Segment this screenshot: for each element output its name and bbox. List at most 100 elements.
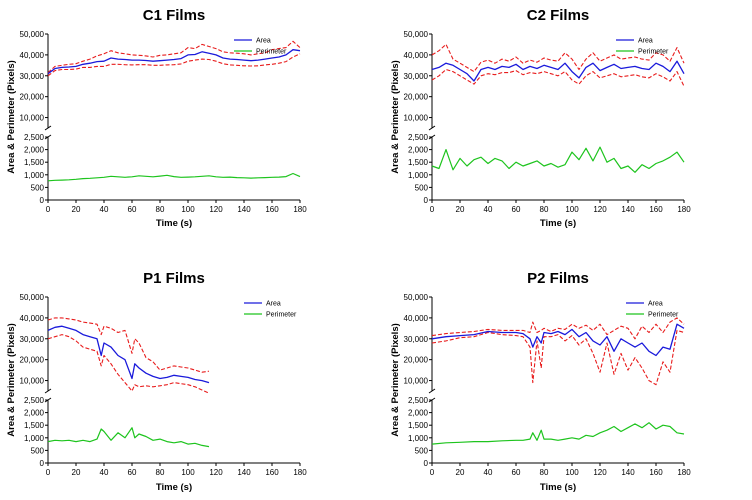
area-series-line: [431, 60, 685, 82]
x-tick-label: 120: [209, 468, 223, 477]
y-axis-label: Area & Perimeter (Pixels): [390, 323, 401, 437]
y-tick-label: 30,000: [20, 335, 45, 344]
chart-title: P1 Films: [143, 270, 205, 287]
y-tick-label: 500: [415, 183, 429, 192]
y-tick-label: 10,000: [404, 377, 429, 386]
x-tick-label: 80: [156, 205, 165, 214]
y-tick-label: 1,500: [408, 158, 429, 167]
y-tick-label: 1,000: [24, 434, 45, 443]
x-tick-label: 40: [484, 205, 493, 214]
y-tick-label: 1,500: [24, 158, 45, 167]
legend: Area Perimeter: [616, 38, 669, 56]
x-tick-label: 160: [265, 205, 279, 214]
x-axis-label: Time (s): [156, 482, 192, 493]
axis-break-mark: [428, 125, 436, 131]
chart-title: P2 Films: [527, 270, 589, 287]
y-tick-label: 2,000: [24, 146, 45, 155]
axis-break-mark: [44, 125, 52, 131]
y-tick-label: 40,000: [20, 51, 45, 60]
x-tick-label: 20: [456, 468, 465, 477]
x-tick-label: 0: [46, 205, 51, 214]
area-error-lower-line: [431, 329, 685, 386]
y-tick-label: 2,500: [408, 133, 429, 142]
y-tick-label: 2,000: [24, 409, 45, 418]
legend-label-area: Area: [638, 38, 653, 45]
y-tick-label: 30,000: [404, 72, 429, 81]
x-tick-label: 100: [181, 205, 195, 214]
legend-label-perimeter: Perimeter: [256, 49, 287, 56]
area-error-lower-line: [431, 68, 685, 87]
perimeter-series-line: [47, 172, 301, 182]
chart-title: C2 Films: [527, 7, 590, 24]
perimeter-series-line: [431, 146, 685, 173]
area-error-lower-line: [47, 53, 301, 77]
y-axis-label: Area & Perimeter (Pixels): [390, 60, 401, 174]
y-tick-label: 20,000: [404, 356, 429, 365]
perimeter-series-line: [47, 427, 210, 448]
x-tick-label: 180: [293, 468, 307, 477]
y-tick-label: 1,000: [408, 171, 429, 180]
y-axis-label: Area & Perimeter (Pixels): [6, 60, 17, 174]
y-tick-label: 50,000: [404, 293, 429, 302]
x-tick-label: 60: [128, 205, 137, 214]
y-tick-label: 20,000: [20, 93, 45, 102]
y-tick-label: 0: [40, 459, 45, 468]
y-tick-label: 40,000: [404, 314, 429, 323]
y-tick-label: 30,000: [20, 72, 45, 81]
legend-label-area: Area: [648, 301, 663, 308]
x-tick-label: 160: [649, 468, 663, 477]
area-series-line: [47, 325, 210, 384]
y-tick-label: 1,500: [408, 421, 429, 430]
x-tick-label: 140: [621, 468, 635, 477]
x-tick-label: 140: [621, 205, 635, 214]
area-error-upper-line: [431, 43, 685, 73]
y-tick-label: 10,000: [404, 114, 429, 123]
x-tick-label: 40: [100, 205, 109, 214]
y-tick-label: 500: [31, 183, 45, 192]
x-tick-label: 60: [512, 468, 521, 477]
x-tick-label: 60: [128, 468, 137, 477]
y-tick-label: 1,000: [408, 434, 429, 443]
area-error-upper-line: [47, 40, 301, 74]
chart-panel-4: P2 Films 10,000 20,000 30,000 40,000 50,000 0 5…: [390, 270, 691, 493]
x-tick-label: 100: [565, 468, 579, 477]
x-axis-label: Time (s): [540, 218, 576, 229]
y-tick-label: 50,000: [20, 30, 45, 39]
chart-title: C1 Films: [143, 7, 206, 24]
chart-panel-1: C1 Films 10,000 20,000 30,000 40,000 50,000 0 5…: [6, 7, 307, 229]
area-error-upper-line: [431, 317, 685, 340]
x-tick-label: 120: [593, 205, 607, 214]
x-tick-label: 100: [565, 205, 579, 214]
y-tick-label: 40,000: [404, 51, 429, 60]
x-tick-label: 0: [430, 468, 435, 477]
x-tick-label: 20: [72, 205, 81, 214]
y-tick-label: 20,000: [404, 93, 429, 102]
y-tick-label: 10,000: [20, 114, 45, 123]
legend-label-area: Area: [266, 301, 281, 308]
legend: Area Perimeter: [244, 301, 297, 319]
legend-label-perimeter: Perimeter: [266, 312, 297, 319]
area-series-line: [431, 323, 685, 357]
y-tick-label: 0: [40, 196, 45, 205]
x-tick-label: 40: [484, 468, 493, 477]
x-tick-label: 160: [649, 205, 663, 214]
legend: Area Perimeter: [626, 301, 679, 319]
x-tick-label: 140: [237, 205, 251, 214]
area-series-line: [47, 49, 301, 75]
legend: Area Perimeter: [234, 38, 287, 56]
x-tick-label: 180: [677, 468, 691, 477]
x-tick-label: 80: [540, 205, 549, 214]
x-axis-label: Time (s): [156, 218, 192, 229]
y-tick-label: 2,000: [408, 146, 429, 155]
chart-panel-2: C2 Films 10,000 20,000 30,000 40,000 50,000 0 5…: [390, 7, 691, 229]
y-tick-label: 2,000: [408, 409, 429, 418]
y-tick-label: 10,000: [20, 377, 45, 386]
x-tick-label: 0: [430, 205, 435, 214]
x-axis-label: Time (s): [540, 482, 576, 493]
y-tick-label: 20,000: [20, 356, 45, 365]
area-error-lower-line: [47, 334, 210, 394]
legend-label-perimeter: Perimeter: [638, 49, 669, 56]
axis-break-mark: [428, 388, 436, 394]
x-tick-label: 60: [512, 205, 521, 214]
